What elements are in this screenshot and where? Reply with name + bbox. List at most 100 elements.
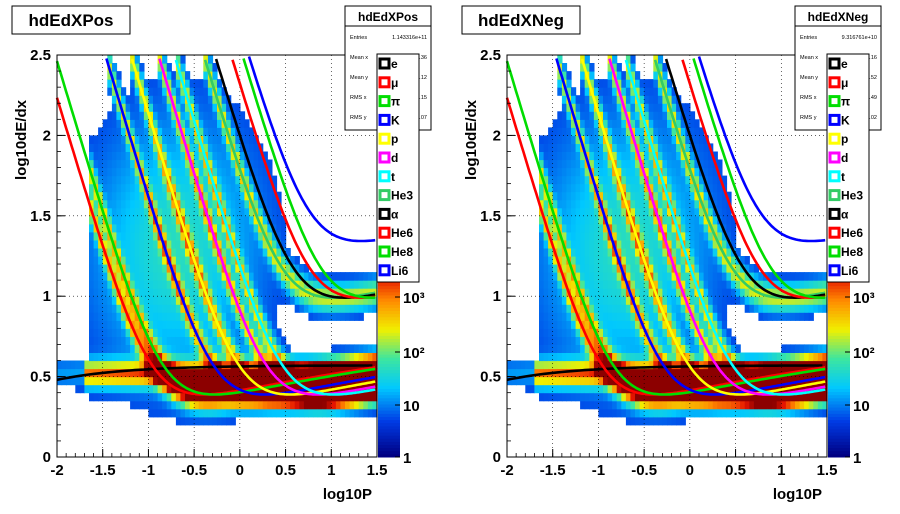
stats-value: …49 — [865, 95, 877, 101]
stats-title: hdEdXNeg — [808, 10, 869, 24]
legend-entry: He6 — [391, 226, 413, 240]
legend-swatch — [828, 76, 841, 89]
stats-label: Entries — [350, 35, 367, 41]
stats-label: RMS x — [800, 95, 817, 101]
species-curves — [505, 56, 826, 396]
x-tick-label: 1 — [327, 462, 335, 479]
x-axis: -2 -1.5 -1 -0.5 0 0.5 1 1.5 — [50, 449, 387, 479]
curve-t — [174, 59, 376, 396]
legend-entry: Li6 — [841, 264, 859, 278]
colorbar-tick-label: 1 — [853, 450, 861, 467]
curve-He8 — [242, 58, 376, 300]
legend-entry: e — [841, 57, 848, 71]
y-tick-label: 1.5 — [30, 208, 51, 225]
panel-hdEdXPos: -2 -1.5 -1 -0.5 0 0.5 1 1.5 0 0.5 1 1.5 2 2.5 log10P lo… — [11, 5, 432, 503]
legend-swatch — [378, 264, 391, 277]
legend-entry: He8 — [841, 245, 863, 259]
x-tick-label: -1 — [142, 462, 155, 479]
stats-value: 1.143316e+11 — [392, 35, 427, 41]
y-tick-label: 2.5 — [480, 47, 501, 64]
x-tick-label: -1.5 — [540, 462, 566, 479]
colorbar-tick-label: 10² — [403, 345, 425, 362]
stats-label: Mean x — [800, 55, 818, 61]
legend-entry: d — [391, 151, 398, 165]
y-axis: 0 0.5 1 1.5 2 2.5 — [30, 47, 65, 466]
legend-entry: He3 — [841, 189, 863, 203]
stats-label: RMS y — [350, 115, 367, 121]
stats-label: RMS y — [800, 115, 817, 121]
curve-t — [624, 59, 826, 396]
curve-π — [55, 60, 376, 396]
x-tick-label: 1.5 — [817, 462, 838, 479]
y-tick-label: 0 — [493, 449, 501, 466]
y-tick-label: 0.5 — [30, 369, 51, 386]
legend-swatch — [378, 113, 391, 126]
x-tick-label: -2 — [50, 462, 63, 479]
x-tick-label: -1 — [592, 462, 605, 479]
curve-He6 — [681, 59, 826, 300]
x-tick-label: -0.5 — [631, 462, 657, 479]
curve-p — [130, 58, 376, 396]
stats-value: …02 — [865, 115, 877, 121]
legend-entry: π — [841, 95, 850, 109]
curve-Li6 — [247, 56, 376, 243]
y-tick-label: 2.5 — [30, 47, 51, 64]
stats-value: …07 — [415, 115, 427, 121]
legend-entry: μ — [391, 76, 398, 90]
legend-swatch — [378, 95, 391, 108]
x-tick-label: 0 — [686, 462, 694, 479]
legend-swatch — [378, 151, 391, 164]
legend-entry: t — [391, 170, 395, 184]
colorbar-tick-label: 10 — [403, 398, 420, 415]
legend-swatch — [828, 151, 841, 164]
y-tick-label: 2 — [43, 127, 51, 144]
legend-swatch — [828, 207, 841, 220]
curve-He6 — [231, 59, 376, 300]
plot-title: hdEdXNeg — [478, 11, 564, 30]
stats-label: RMS x — [350, 95, 367, 101]
legend-entry: π — [391, 95, 400, 109]
plot-title: hdEdXPos — [28, 11, 113, 30]
x-tick-label: 0 — [236, 462, 244, 479]
title-box — [11, 5, 131, 35]
x-tick-label: 1.5 — [367, 462, 388, 479]
legend-swatch — [828, 245, 841, 258]
legend-swatch — [378, 226, 391, 239]
curve-Li6 — [697, 56, 826, 243]
curve-p — [580, 58, 826, 396]
y-tick-label: 0.5 — [480, 369, 501, 386]
colorbar-tick-label: 10 — [853, 398, 870, 415]
y-tick-label: 2 — [493, 127, 501, 144]
stats-label: Mean y — [800, 75, 818, 81]
legend-swatch — [828, 132, 841, 145]
colorbar-tick-label: 1 — [403, 450, 411, 467]
color-bar: 1 10 10² 10³ — [828, 270, 875, 467]
stats-label: Entries — [800, 35, 817, 41]
curve-d — [158, 58, 376, 396]
legend-swatch — [828, 57, 841, 70]
x-tick-label: 1 — [777, 462, 785, 479]
legend-swatch — [378, 207, 391, 220]
legend-swatch — [828, 226, 841, 239]
panel-hdEdXNeg: -2 -1.5 -1 -0.5 0 0.5 1 1.5 0 0.5 1 1.5 2 2.5 log10P lo… — [461, 5, 882, 503]
legend-swatch — [828, 95, 841, 108]
legend-swatch — [378, 245, 391, 258]
legend-entry: d — [841, 151, 848, 165]
x-axis: -2 -1.5 -1 -0.5 0 0.5 1 1.5 — [500, 449, 837, 479]
legend-swatch — [378, 76, 391, 89]
y-tick-label: 1 — [43, 288, 51, 305]
legend-swatch — [378, 189, 391, 202]
y-tick-label: 1 — [493, 288, 501, 305]
legend-entry: e — [391, 57, 398, 71]
curve-π — [505, 60, 826, 396]
legend-entry: Li6 — [391, 264, 409, 278]
legend-swatch — [828, 170, 841, 183]
x-tick-label: -2 — [500, 462, 513, 479]
x-tick-label: 0.5 — [725, 462, 746, 479]
y-axis-title: log10dE/dx — [13, 99, 30, 180]
stats-value: …16 — [865, 55, 877, 61]
legend-entry: p — [841, 132, 848, 146]
